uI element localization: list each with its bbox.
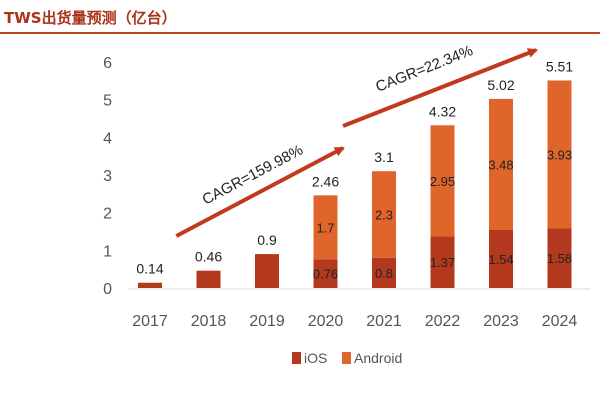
total-label-2019: 0.9 — [257, 232, 277, 248]
bar-ios-2017 — [138, 282, 162, 288]
y-tick-label: 5 — [103, 93, 112, 110]
chart-title: TWS出货量预测（亿台） — [4, 9, 177, 27]
y-tick-label: 3 — [103, 168, 112, 185]
bar-android-2023 — [489, 98, 513, 230]
bar-ios-2020 — [313, 259, 338, 288]
bar-android-2022 — [430, 125, 455, 237]
bar-ios-2023 — [489, 229, 513, 288]
legend-swatch-ios — [292, 352, 301, 364]
y-tick-label: 0 — [103, 281, 112, 298]
y-tick-label: 4 — [103, 130, 112, 147]
legend-label-android: Android — [354, 350, 402, 366]
y-tick-label: 1 — [103, 243, 112, 260]
cagr-arrow-2 — [342, 48, 538, 128]
x-tick-label-2018: 2018 — [191, 313, 227, 330]
x-tick-label-2023: 2023 — [483, 313, 519, 330]
bar-android-2024 — [547, 80, 572, 229]
x-tick-label-2019: 2019 — [249, 313, 285, 330]
y-tick-label: 6 — [103, 55, 112, 72]
total-label-2018: 0.46 — [195, 249, 222, 265]
bar-ios-2019 — [255, 254, 279, 288]
x-tick-label-2020: 2020 — [308, 313, 344, 330]
bar-ios-2018 — [196, 270, 221, 288]
total-label-2020: 2.46 — [312, 173, 339, 189]
cagr-annotation-2: CAGR=22.34% — [373, 42, 475, 96]
total-label-2021: 3.1 — [374, 149, 394, 165]
x-tick-label-2022: 2022 — [425, 313, 461, 330]
data-label-ios-2022: 1.37 — [430, 255, 455, 270]
x-tick-label-2017: 2017 — [132, 313, 168, 330]
data-label-ios-2024: 1.58 — [547, 251, 572, 266]
total-label-2017: 0.14 — [136, 261, 163, 277]
total-label-2022: 4.32 — [429, 103, 456, 119]
bar-ios-2021 — [372, 257, 396, 288]
total-label-2023: 5.02 — [487, 77, 514, 93]
header-bar: TWS出货量预测（亿台） — [0, 0, 600, 34]
bar-android-2020 — [313, 195, 338, 260]
x-tick-label-2021: 2021 — [366, 313, 402, 330]
data-label-ios-2021: 0.8 — [375, 266, 393, 281]
legend-swatch-android — [342, 352, 351, 364]
data-label-android-2022: 2.95 — [430, 174, 455, 189]
bar-ios-2024 — [547, 228, 572, 288]
x-tick-label-2024: 2024 — [542, 313, 578, 330]
cagr-arrow-1 — [175, 146, 345, 238]
data-label-android-2021: 2.3 — [375, 208, 393, 223]
bar-ios-2022 — [430, 236, 455, 288]
data-label-android-2023: 3.48 — [488, 157, 513, 172]
legend-label-ios: iOS — [304, 350, 327, 366]
data-label-android-2024: 3.93 — [547, 147, 572, 162]
bar-android-2021 — [372, 171, 396, 258]
y-tick-label: 2 — [103, 206, 112, 223]
data-label-android-2020: 1.7 — [316, 220, 334, 235]
data-label-ios-2023: 1.54 — [488, 252, 513, 267]
total-label-2024: 5.51 — [546, 58, 573, 74]
data-label-ios-2020: 0.76 — [313, 267, 338, 282]
